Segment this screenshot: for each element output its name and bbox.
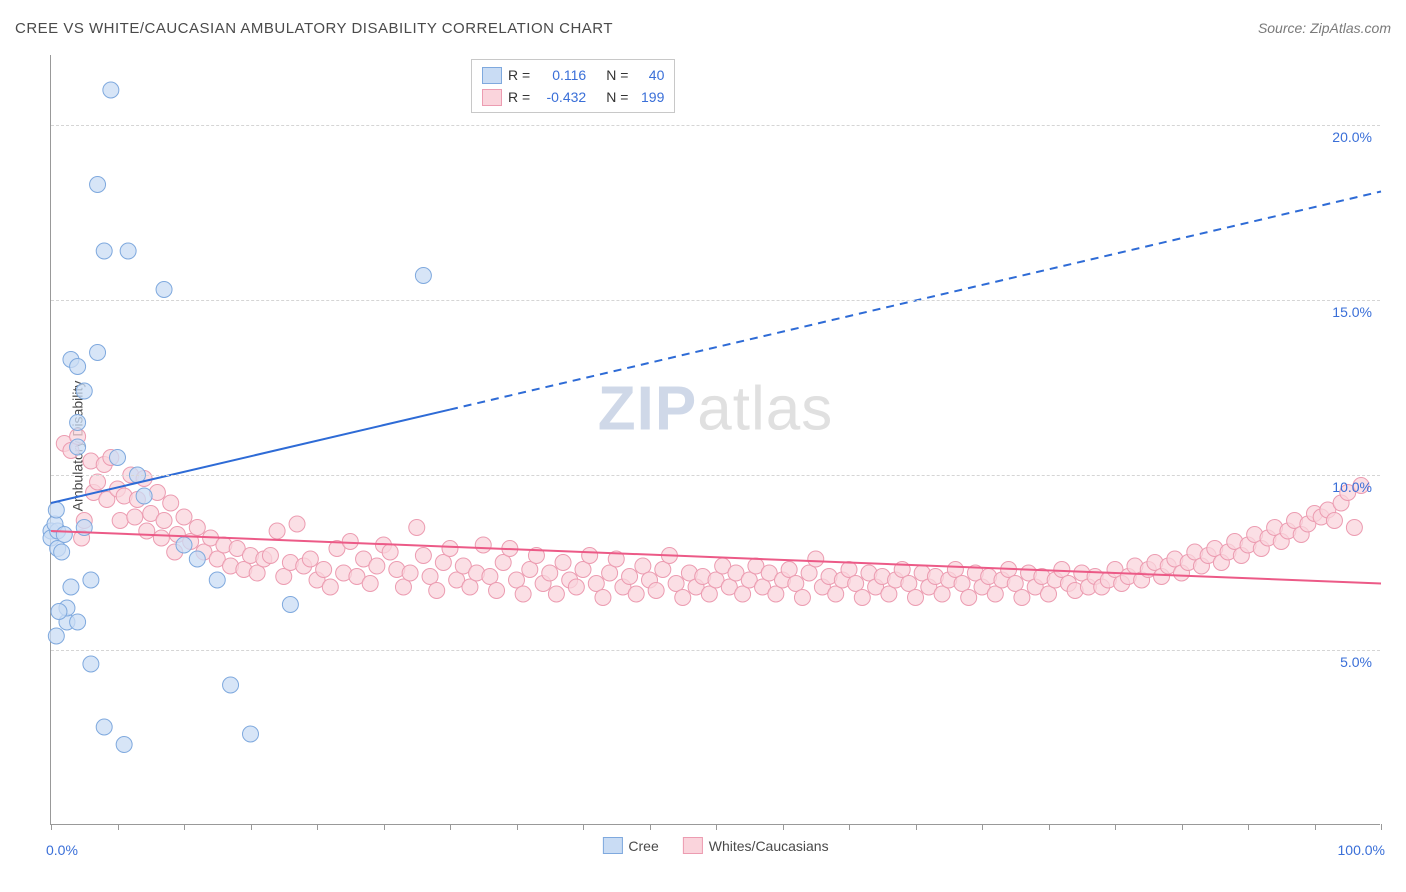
x-tick bbox=[583, 824, 584, 830]
x-tick bbox=[1115, 824, 1116, 830]
x-tick bbox=[849, 824, 850, 830]
swatch-white bbox=[482, 89, 502, 106]
x-tick bbox=[118, 824, 119, 830]
y-tick-label: 15.0% bbox=[1332, 304, 1372, 320]
chart-title: CREE VS WHITE/CAUCASIAN AMBULATORY DISAB… bbox=[15, 20, 613, 37]
x-axis-right-label: 100.0% bbox=[1338, 842, 1385, 858]
y-tick-label: 20.0% bbox=[1332, 129, 1372, 145]
y-tick-label: 5.0% bbox=[1340, 654, 1372, 670]
x-tick bbox=[317, 824, 318, 830]
legend-row-white: R = -0.432 N = 199 bbox=[482, 86, 664, 108]
y-tick-label: 10.0% bbox=[1332, 479, 1372, 495]
x-tick bbox=[982, 824, 983, 830]
x-tick bbox=[51, 824, 52, 830]
x-tick bbox=[916, 824, 917, 830]
x-tick bbox=[450, 824, 451, 830]
swatch-cree bbox=[482, 67, 502, 84]
swatch-cree-bottom bbox=[602, 837, 622, 854]
legend-item-cree: Cree bbox=[602, 837, 658, 854]
source-label: Source: ZipAtlas.com bbox=[1258, 20, 1391, 36]
swatch-white-bottom bbox=[683, 837, 703, 854]
x-tick bbox=[517, 824, 518, 830]
x-tick bbox=[716, 824, 717, 830]
legend-bottom: Cree Whites/Caucasians bbox=[602, 837, 828, 854]
gridline bbox=[51, 475, 1380, 476]
x-tick bbox=[384, 824, 385, 830]
legend-row-cree: R = 0.116 N = 40 bbox=[482, 64, 664, 86]
chart-svg bbox=[51, 55, 1380, 824]
x-tick bbox=[1182, 824, 1183, 830]
legend-item-white: Whites/Caucasians bbox=[683, 837, 829, 854]
x-tick bbox=[1049, 824, 1050, 830]
header: CREE VS WHITE/CAUCASIAN AMBULATORY DISAB… bbox=[15, 20, 1391, 37]
x-tick bbox=[251, 824, 252, 830]
x-tick bbox=[1381, 824, 1382, 830]
x-tick bbox=[1248, 824, 1249, 830]
gridline bbox=[51, 650, 1380, 651]
gridline bbox=[51, 125, 1380, 126]
x-axis-left-label: 0.0% bbox=[46, 842, 78, 858]
plot-area: ZIPatlas R = 0.116 N = 40 R = -0.432 N =… bbox=[50, 55, 1380, 825]
legend-top: R = 0.116 N = 40 R = -0.432 N = 199 bbox=[471, 59, 675, 113]
x-tick bbox=[783, 824, 784, 830]
x-tick bbox=[184, 824, 185, 830]
x-tick bbox=[650, 824, 651, 830]
x-tick bbox=[1315, 824, 1316, 830]
gridline bbox=[51, 300, 1380, 301]
